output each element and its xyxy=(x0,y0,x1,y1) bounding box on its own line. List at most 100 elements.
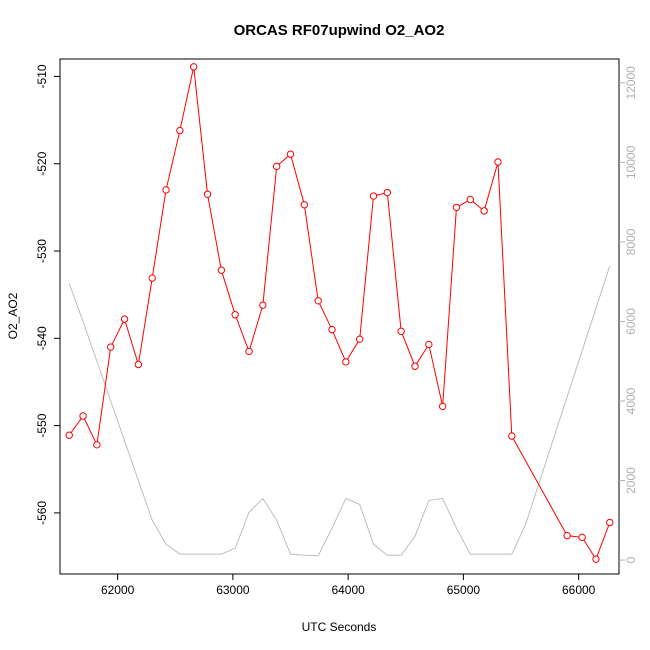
data-point xyxy=(397,327,405,336)
data-point xyxy=(107,343,115,351)
data-point xyxy=(563,531,571,540)
series-segment xyxy=(596,525,610,557)
series-segment xyxy=(221,273,235,312)
data-point xyxy=(245,347,253,356)
data-point xyxy=(176,126,184,135)
x-tick-label: 65000 xyxy=(447,583,481,597)
data-point xyxy=(148,274,156,282)
y2-tick-label: 6000 xyxy=(624,308,638,335)
data-point xyxy=(65,431,73,439)
y-tick-label: -510 xyxy=(35,64,49,88)
data-point xyxy=(606,518,614,527)
chart-title: ORCAS RF07upwind O2_AO2 xyxy=(234,22,445,39)
series-segment xyxy=(459,200,468,207)
data-point xyxy=(93,441,101,449)
x-axis: 62000 63000 64000 65000 66000 xyxy=(101,574,596,597)
series-segment xyxy=(429,347,443,404)
altitude-line xyxy=(68,265,611,557)
data-point xyxy=(231,311,239,319)
data-point xyxy=(272,162,281,171)
data-point xyxy=(425,340,433,349)
series-segment xyxy=(180,69,194,128)
series-segment xyxy=(304,207,319,298)
series-segment xyxy=(484,164,498,208)
series-segment xyxy=(193,69,208,192)
data-point xyxy=(259,301,267,309)
series-segment xyxy=(512,438,567,534)
series-segment xyxy=(138,281,153,362)
data-point xyxy=(300,201,309,209)
data-point xyxy=(466,195,475,204)
data-point xyxy=(79,412,87,420)
y2-tick-label: 12000 xyxy=(624,66,638,100)
data-point xyxy=(217,266,226,274)
data-point xyxy=(438,402,447,411)
data-point xyxy=(383,188,392,197)
series-segment xyxy=(319,303,332,327)
x-axis-label: UTC Seconds xyxy=(302,620,377,634)
series-segment xyxy=(111,321,124,345)
primary-series xyxy=(65,63,614,563)
y2-tick-label: 10000 xyxy=(624,145,638,179)
y2-tick-label: 8000 xyxy=(624,228,638,255)
x-tick-label: 64000 xyxy=(331,583,365,597)
series-segment xyxy=(235,317,249,349)
series-segment xyxy=(583,539,595,557)
data-point xyxy=(162,186,170,194)
x-tick-label: 63000 xyxy=(216,583,250,597)
series-segment xyxy=(262,169,277,303)
data-point xyxy=(578,533,586,542)
y2-tick-label: 0 xyxy=(624,556,638,563)
series-segment xyxy=(387,195,402,329)
y-tick-label: -520 xyxy=(35,151,49,175)
series-segment xyxy=(359,199,374,337)
series-segment xyxy=(166,133,180,187)
series-segment xyxy=(472,201,482,210)
series-segment xyxy=(207,197,222,268)
series-segment xyxy=(332,332,346,360)
series-segment xyxy=(278,155,289,165)
y2-axis: 0 2000 4000 6000 8000 10000 12000 xyxy=(619,66,638,563)
data-point xyxy=(508,432,516,440)
series-segment xyxy=(376,192,385,196)
data-point xyxy=(452,203,461,212)
series-segment xyxy=(416,346,428,364)
data-point xyxy=(355,335,364,343)
data-point xyxy=(494,158,502,166)
y-tick-label: -550 xyxy=(35,413,49,437)
y-axis-label: O2_AO2 xyxy=(6,292,20,339)
series-segment xyxy=(83,418,96,443)
data-point xyxy=(592,555,600,563)
data-point xyxy=(286,150,295,158)
series-segment xyxy=(249,308,263,349)
y-tick-label: -560 xyxy=(35,501,49,525)
y-tick-label: -530 xyxy=(35,239,49,263)
data-point xyxy=(120,315,129,323)
data-point xyxy=(369,192,378,200)
secondary-series xyxy=(68,265,611,557)
series-segment xyxy=(401,334,415,364)
series-segment xyxy=(570,535,579,538)
y-tick-label: -540 xyxy=(35,326,49,350)
x-tick-label: 62000 xyxy=(101,583,135,597)
data-point xyxy=(314,297,322,305)
data-point xyxy=(411,362,419,370)
y2-tick-label: 4000 xyxy=(624,387,638,414)
data-point xyxy=(189,63,198,71)
data-point xyxy=(328,325,336,334)
plot-box xyxy=(59,58,620,575)
data-point xyxy=(480,207,488,215)
series-segment xyxy=(347,341,359,360)
data-point xyxy=(342,358,350,366)
series-segment xyxy=(442,210,457,404)
series-segment xyxy=(124,322,138,362)
series-segment xyxy=(497,165,513,433)
y-axis: -510 -520 -530 -540 -550 -560 xyxy=(35,64,60,525)
data-point xyxy=(134,360,143,369)
y2-tick-label: 2000 xyxy=(624,467,638,494)
series-segment xyxy=(96,350,111,442)
series-segment xyxy=(152,193,167,276)
data-point xyxy=(203,190,212,198)
series-segment xyxy=(70,418,82,433)
